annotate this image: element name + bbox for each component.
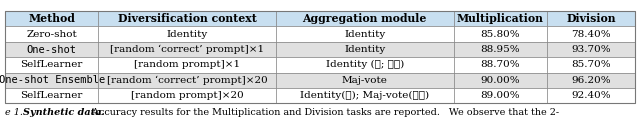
Text: Method: Method xyxy=(28,13,75,24)
Text: 89.00%: 89.00% xyxy=(480,91,520,100)
Text: e 1.: e 1. xyxy=(5,108,26,117)
Text: 96.20%: 96.20% xyxy=(571,76,611,85)
Text: Identity: Identity xyxy=(344,30,385,39)
Text: [random prompt]×1: [random prompt]×1 xyxy=(134,60,240,69)
Bar xyxy=(454,73,547,88)
Bar xyxy=(547,57,635,73)
Text: Zero-shot: Zero-shot xyxy=(26,30,77,39)
Bar xyxy=(276,42,454,57)
Text: [random ‘correct’ prompt]×1: [random ‘correct’ prompt]×1 xyxy=(110,45,264,54)
Bar xyxy=(547,26,635,42)
Bar xyxy=(547,11,635,26)
Bar xyxy=(547,88,635,103)
Text: Diversification context: Diversification context xyxy=(118,13,257,24)
Text: Division: Division xyxy=(566,13,616,24)
Text: 90.00%: 90.00% xyxy=(480,76,520,85)
Text: 92.40%: 92.40% xyxy=(571,91,611,100)
Bar xyxy=(5,26,99,42)
Bar xyxy=(454,88,547,103)
Text: Accuracy results for the Multiplication and Division tasks are reported.   We ob: Accuracy results for the Multiplication … xyxy=(86,108,559,117)
Bar xyxy=(454,11,547,26)
Bar xyxy=(99,88,276,103)
Bar xyxy=(276,88,454,103)
Bar xyxy=(547,73,635,88)
Bar xyxy=(99,42,276,57)
Bar xyxy=(454,57,547,73)
Text: 93.70%: 93.70% xyxy=(571,45,611,54)
Text: One-shot: One-shot xyxy=(27,45,77,54)
Bar xyxy=(5,73,99,88)
Text: 85.80%: 85.80% xyxy=(480,30,520,39)
Bar xyxy=(276,11,454,26)
Text: One-shot Ensemble: One-shot Ensemble xyxy=(0,75,105,85)
Bar xyxy=(5,42,99,57)
Text: Identity: Identity xyxy=(166,30,208,39)
Bar xyxy=(99,26,276,42)
Text: Identity (ℐ; ℐℐ): Identity (ℐ; ℐℐ) xyxy=(326,60,404,69)
Text: Multiplication: Multiplication xyxy=(457,13,543,24)
Bar xyxy=(5,11,99,26)
Text: [random prompt]×20: [random prompt]×20 xyxy=(131,91,243,100)
Bar xyxy=(5,11,635,103)
Bar xyxy=(454,26,547,42)
Bar xyxy=(454,42,547,57)
Bar xyxy=(276,73,454,88)
Text: Synthetic data.: Synthetic data. xyxy=(23,108,105,117)
Text: [random ‘correct’ prompt]×20: [random ‘correct’ prompt]×20 xyxy=(107,76,268,85)
Text: SelfLearner: SelfLearner xyxy=(20,91,83,100)
Bar xyxy=(276,57,454,73)
Text: 85.70%: 85.70% xyxy=(571,60,611,69)
Bar xyxy=(99,57,276,73)
Text: 88.70%: 88.70% xyxy=(480,60,520,69)
Bar xyxy=(99,11,276,26)
Text: Maj-vote: Maj-vote xyxy=(342,76,388,85)
Text: 78.40%: 78.40% xyxy=(571,30,611,39)
Text: Identity(ℐ); Maj-vote(ℐℐ): Identity(ℐ); Maj-vote(ℐℐ) xyxy=(300,91,429,100)
Bar xyxy=(5,88,99,103)
Text: SelfLearner: SelfLearner xyxy=(20,60,83,69)
Bar xyxy=(547,42,635,57)
Text: 88.95%: 88.95% xyxy=(480,45,520,54)
Text: Identity: Identity xyxy=(344,45,385,54)
Bar xyxy=(5,57,99,73)
Text: Aggregation module: Aggregation module xyxy=(303,13,427,24)
Bar xyxy=(276,26,454,42)
Bar xyxy=(99,73,276,88)
